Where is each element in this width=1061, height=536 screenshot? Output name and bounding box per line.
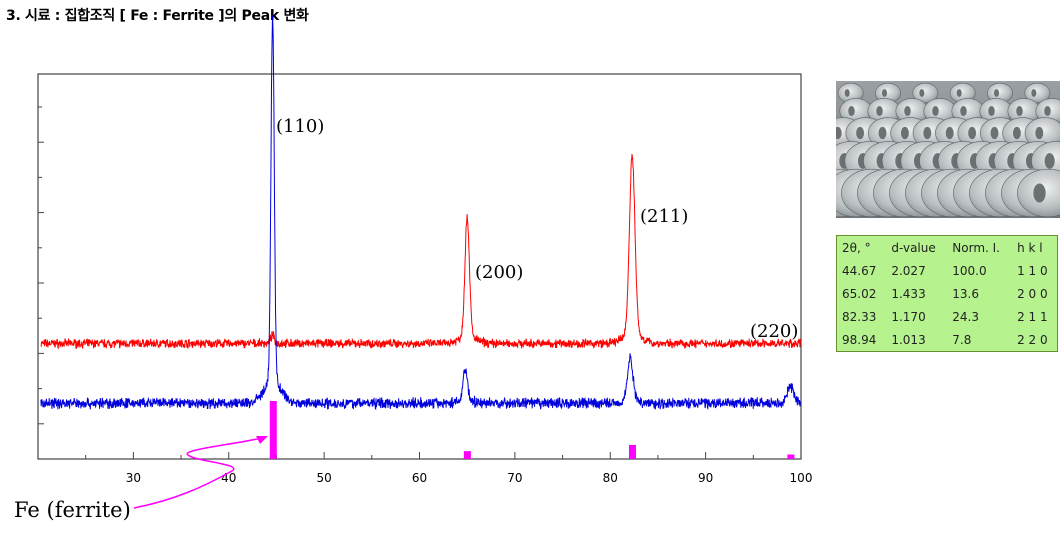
annotation-group: Fe (ferrite) <box>14 436 268 522</box>
table-cell: 7.8 <box>952 332 972 347</box>
reference-bar <box>787 454 795 459</box>
steel-coil-photo <box>836 81 1060 218</box>
x-tick-label: 30 <box>126 471 141 485</box>
peak-table: 2θ, ° d-value Norm. I. h k l 44.67 2.027 100.0… <box>836 235 1058 352</box>
series-line <box>40 15 801 411</box>
page-title: 3. 시료 : 집합조직 [ Fe : Ferrite ]의 Peak 변화 <box>6 8 309 24</box>
annotation-arrow-head <box>256 436 268 444</box>
table-cell: 2θ, ° <box>842 240 871 255</box>
table-cell: h k l <box>1017 240 1043 255</box>
table-row: 82.33 1.170 24.3 2 1 1 <box>837 305 1058 328</box>
table-cell: 65.02 <box>842 286 877 301</box>
table-cell: Norm. I. <box>952 240 1000 255</box>
reference-bar <box>269 401 277 459</box>
reference-bar-group <box>269 401 795 459</box>
table-cell: 1.013 <box>891 332 926 347</box>
table-row: 98.94 1.013 7.8 2 2 0 <box>837 328 1058 352</box>
table-cell: 2 0 0 <box>1017 286 1048 301</box>
x-tick-label: 70 <box>507 471 522 485</box>
x-tick-label: 100 <box>790 471 813 485</box>
peak-label: (110) <box>276 116 324 137</box>
annotation-arrow-line <box>133 437 263 509</box>
series-line <box>40 153 801 350</box>
table-cell: 1 1 0 <box>1017 263 1048 278</box>
x-tick-label: 50 <box>316 471 331 485</box>
annotation-label: Fe (ferrite) <box>14 498 131 522</box>
x-tick-label: 60 <box>412 471 427 485</box>
table-cell: 44.67 <box>842 263 877 278</box>
reference-bar <box>628 444 636 459</box>
table-row: 44.67 2.027 100.0 1 1 0 <box>837 259 1058 282</box>
x-tick-group: 30 40 50 60 70 80 90 100 <box>85 452 813 485</box>
table-cell: 2.027 <box>891 263 926 278</box>
y-tick-group <box>38 106 44 460</box>
xrd-chart: 30 40 50 60 70 80 90 100 (110)(200)(211)(220) F… <box>14 15 813 522</box>
peak-label-group: (110) (200) (211) (220) <box>276 116 798 342</box>
table-cell: 1.433 <box>891 286 926 301</box>
table-cell: 24.3 <box>952 309 979 324</box>
table-cell: 98.94 <box>842 332 877 347</box>
x-tick-label: 80 <box>603 471 618 485</box>
table-cell: 13.6 <box>952 286 979 301</box>
table-cell: 1.170 <box>891 309 926 324</box>
table-cell: 2 2 0 <box>1017 332 1048 347</box>
table-row: 65.02 1.433 13.6 2 0 0 <box>837 282 1058 305</box>
reference-bar <box>463 451 471 459</box>
peak-label: (211) <box>640 206 688 227</box>
table-cell: d-value <box>891 240 936 255</box>
peak-label: (200) <box>475 262 523 283</box>
x-tick-label: 90 <box>698 471 713 485</box>
table-cell: 2 1 1 <box>1017 309 1048 324</box>
series-group <box>40 15 801 411</box>
table-header-row: 2θ, ° d-value Norm. I. h k l <box>837 236 1058 260</box>
peak-label: (220) <box>750 321 798 342</box>
table-cell: 100.0 <box>952 263 987 278</box>
table-cell: 82.33 <box>842 309 877 324</box>
